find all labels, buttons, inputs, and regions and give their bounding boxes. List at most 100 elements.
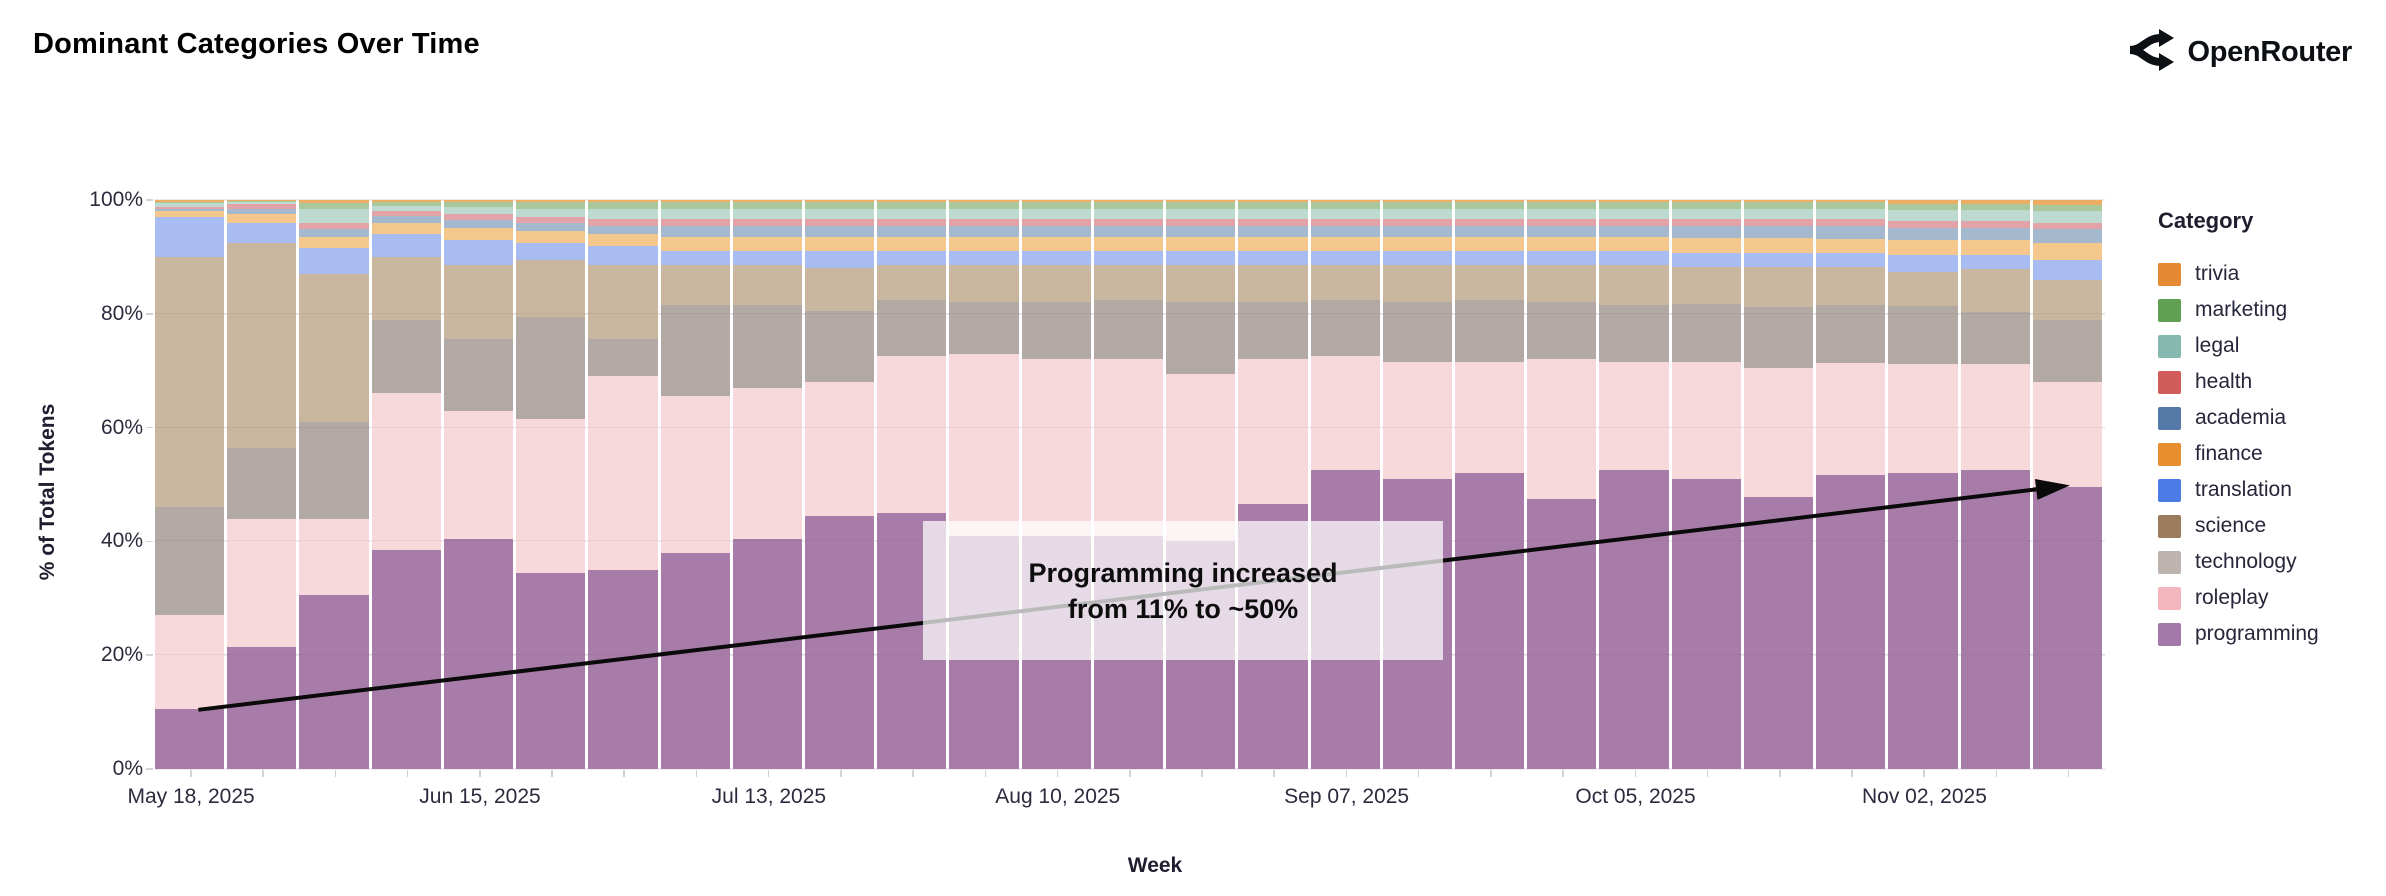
bar-segment-technology — [1093, 299, 1164, 360]
bar-sep-28-2025 — [1527, 200, 1597, 769]
y-tick-label-0: 0% — [112, 757, 143, 780]
bar-segment-trivia — [732, 200, 802, 202]
bar-segment-programming — [299, 595, 369, 769]
bar-segment-marketing — [1093, 201, 1164, 209]
bar-segment-roleplay — [1310, 356, 1380, 471]
bar-segment-academia — [732, 225, 802, 238]
legend-label-finance: finance — [2195, 442, 2263, 465]
bar-segment-legal — [155, 203, 225, 207]
bar-segment-trivia — [227, 200, 297, 201]
bar-segment-science — [1960, 269, 2030, 313]
bar-segment-science — [1816, 267, 1886, 305]
bar-segment-legal — [1310, 208, 1380, 219]
bar-segment-roleplay — [2032, 382, 2102, 488]
bar-segment-health — [516, 217, 586, 223]
annotation-line-1: Programming increased — [1028, 557, 1338, 588]
bar-segment-science — [155, 256, 225, 508]
bar-segment-academia — [1166, 225, 1236, 238]
legend-label-roleplay: roleplay — [2195, 586, 2269, 609]
bar-segment-academia — [1021, 225, 1091, 238]
bar-segment-programming — [227, 646, 297, 769]
legend-items: trivia marketing legal health academia financ… — [2158, 256, 2378, 652]
bar-segment-marketing — [1021, 201, 1091, 209]
bar-segment-marketing — [371, 201, 441, 206]
bar-segment-academia — [516, 222, 586, 232]
bar-aug-17-2025 — [1093, 200, 1164, 769]
x-tick-week-22 — [1779, 770, 1781, 777]
bar-segment-finance — [1599, 237, 1669, 252]
bar-segment-technology — [949, 302, 1019, 354]
y-tick-80 — [146, 313, 153, 315]
bar-segment-academia — [805, 225, 875, 238]
bar-segment-roleplay — [1238, 359, 1308, 505]
bar-segment-technology — [1599, 305, 1669, 363]
bar-segment-academia — [660, 225, 730, 238]
y-tick-label-60: 60% — [100, 415, 143, 439]
x-tick-week-16 — [1345, 770, 1348, 777]
legend-label-science: science — [2195, 514, 2267, 537]
bar-segment-health — [1166, 218, 1236, 226]
bar-sep-07-2025 — [1310, 200, 1380, 769]
bar-segment-roleplay — [155, 615, 225, 710]
bar-segment-legal — [1093, 208, 1164, 219]
bar-may-18-2025 — [155, 200, 225, 769]
bar-segment-science — [1671, 267, 1741, 305]
bar-segment-finance — [588, 234, 658, 246]
bar-segment-science — [227, 242, 297, 448]
bar-segment-technology — [1888, 306, 1958, 364]
legend: Category trivia marketing legal health acade… — [2158, 208, 2378, 652]
bar-segment-trivia — [1310, 200, 1380, 202]
bar-segment-academia — [443, 219, 514, 229]
x-tick-label-24: Nov 02, 2025 — [1861, 785, 1987, 808]
bar-segment-roleplay — [1093, 359, 1164, 536]
bar-segment-trivia — [1960, 200, 2030, 204]
bar-segment-legal — [1527, 208, 1597, 219]
legend-swatch-translation — [2158, 478, 2181, 502]
bar-segment-technology — [877, 299, 947, 357]
bar-segment-health — [588, 218, 658, 226]
y-tick-label-100: 100% — [89, 188, 143, 211]
bar-segment-science — [1527, 265, 1597, 303]
bar-segment-finance — [371, 222, 441, 235]
bar-segment-science — [1093, 265, 1164, 300]
y-tick-60 — [146, 426, 153, 429]
x-tick-label-12: Aug 10, 2025 — [995, 785, 1121, 808]
x-tick-week-26 — [2067, 770, 2070, 777]
bar-segment-academia — [227, 208, 297, 215]
bar-segment-legal — [1455, 208, 1525, 219]
bar-segment-roleplay — [1382, 362, 1452, 479]
bar-segment-legal — [805, 208, 875, 219]
bar-segment-legal — [299, 208, 369, 223]
legend-swatch-programming — [2158, 622, 2181, 646]
legend-swatch-roleplay — [2158, 586, 2181, 610]
bar-segment-technology — [660, 305, 730, 397]
bar-segment-translation — [516, 242, 586, 260]
x-tick-label-20: Oct 05, 2025 — [1575, 785, 1696, 808]
bar-jun-15-2025 — [443, 200, 514, 769]
bar-segment-academia — [371, 215, 441, 223]
bar-segment-science — [299, 274, 369, 422]
openrouter-logo[interactable]: OpenRouter — [2125, 26, 2352, 79]
bar-segment-science — [1021, 265, 1091, 303]
bar-segment-marketing — [1960, 203, 2030, 211]
plot-area — [155, 199, 2105, 770]
bar-segment-legal — [877, 208, 947, 219]
bar-segment-legal — [1743, 208, 1814, 219]
bar-segment-health — [1093, 218, 1164, 226]
bar-segment-trivia — [1599, 200, 1669, 202]
bar-segment-health — [1671, 219, 1741, 226]
bar-segment-roleplay — [1743, 367, 1814, 497]
bar-segment-programming — [1743, 496, 1814, 769]
bar-segment-health — [1527, 218, 1597, 226]
bar-segment-programming — [371, 549, 441, 769]
bar-segment-finance — [1310, 237, 1380, 252]
bar-segment-health — [2032, 222, 2102, 229]
bar-segment-roleplay — [732, 387, 802, 539]
bar-segment-trivia — [299, 200, 369, 203]
bar-segment-roleplay — [1455, 362, 1525, 474]
bar-segment-translation — [1888, 254, 1958, 272]
bar-segment-science — [1743, 267, 1814, 308]
bar-segment-trivia — [1816, 200, 1886, 202]
bar-segment-technology — [1960, 312, 2030, 364]
bar-segment-roleplay — [1166, 373, 1236, 542]
